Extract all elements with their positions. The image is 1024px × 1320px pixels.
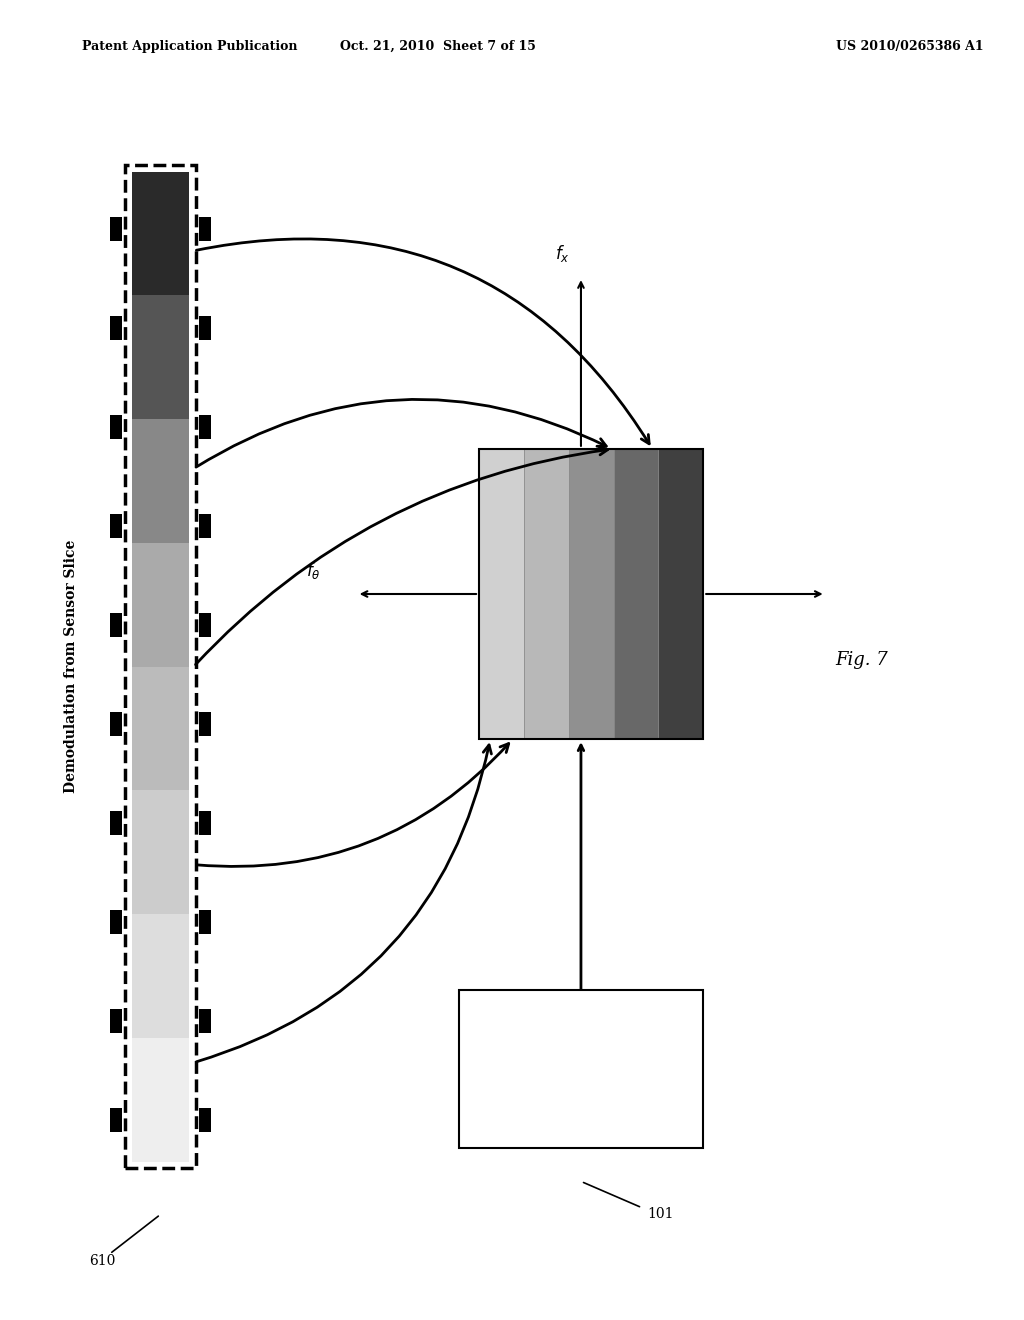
Bar xyxy=(110,1008,122,1032)
Text: Patent Application Publication: Patent Application Publication xyxy=(82,40,297,53)
Bar xyxy=(132,420,188,543)
FancyArrowPatch shape xyxy=(197,744,492,1061)
Text: Fig. 7: Fig. 7 xyxy=(836,651,889,669)
Bar xyxy=(110,513,122,539)
Bar xyxy=(199,315,211,339)
Bar xyxy=(110,218,122,242)
Bar xyxy=(110,315,122,339)
Bar xyxy=(479,449,703,739)
Bar xyxy=(110,414,122,438)
Bar xyxy=(199,612,211,638)
Text: 101: 101 xyxy=(647,1208,674,1221)
Bar xyxy=(110,810,122,836)
Bar xyxy=(132,913,188,1038)
Bar xyxy=(110,612,122,638)
Bar xyxy=(132,172,188,296)
Bar xyxy=(199,1109,211,1133)
FancyArrowPatch shape xyxy=(197,743,509,866)
Text: 610: 610 xyxy=(89,1254,116,1267)
Bar xyxy=(132,667,188,791)
Text: Oct. 21, 2010  Sheet 7 of 15: Oct. 21, 2010 Sheet 7 of 15 xyxy=(340,40,537,53)
Bar xyxy=(110,911,122,935)
Bar xyxy=(524,449,568,739)
Bar xyxy=(568,449,613,739)
FancyArrowPatch shape xyxy=(197,239,649,444)
Bar xyxy=(132,296,188,420)
Text: $f_x$: $f_x$ xyxy=(555,243,570,264)
Text: $f_\theta$: $f_\theta$ xyxy=(306,560,321,581)
FancyBboxPatch shape xyxy=(459,990,703,1148)
Bar xyxy=(132,791,188,913)
Bar xyxy=(613,449,658,739)
FancyArrowPatch shape xyxy=(196,400,606,467)
Bar xyxy=(199,1008,211,1032)
Bar xyxy=(479,449,524,739)
Bar xyxy=(110,713,122,737)
Text: Recovered
light field: Recovered light field xyxy=(541,1055,622,1084)
Bar xyxy=(132,543,188,667)
Text: Demodulation from Sensor Slice: Demodulation from Sensor Slice xyxy=(65,540,79,793)
Bar xyxy=(199,911,211,935)
Text: US 2010/0265386 A1: US 2010/0265386 A1 xyxy=(836,40,983,53)
FancyArrowPatch shape xyxy=(196,446,607,664)
Bar xyxy=(199,414,211,438)
Bar xyxy=(199,810,211,836)
Bar xyxy=(132,1038,188,1162)
Bar xyxy=(658,449,703,739)
Bar xyxy=(199,713,211,737)
Bar xyxy=(199,513,211,539)
Bar xyxy=(199,218,211,242)
Bar xyxy=(110,1109,122,1133)
